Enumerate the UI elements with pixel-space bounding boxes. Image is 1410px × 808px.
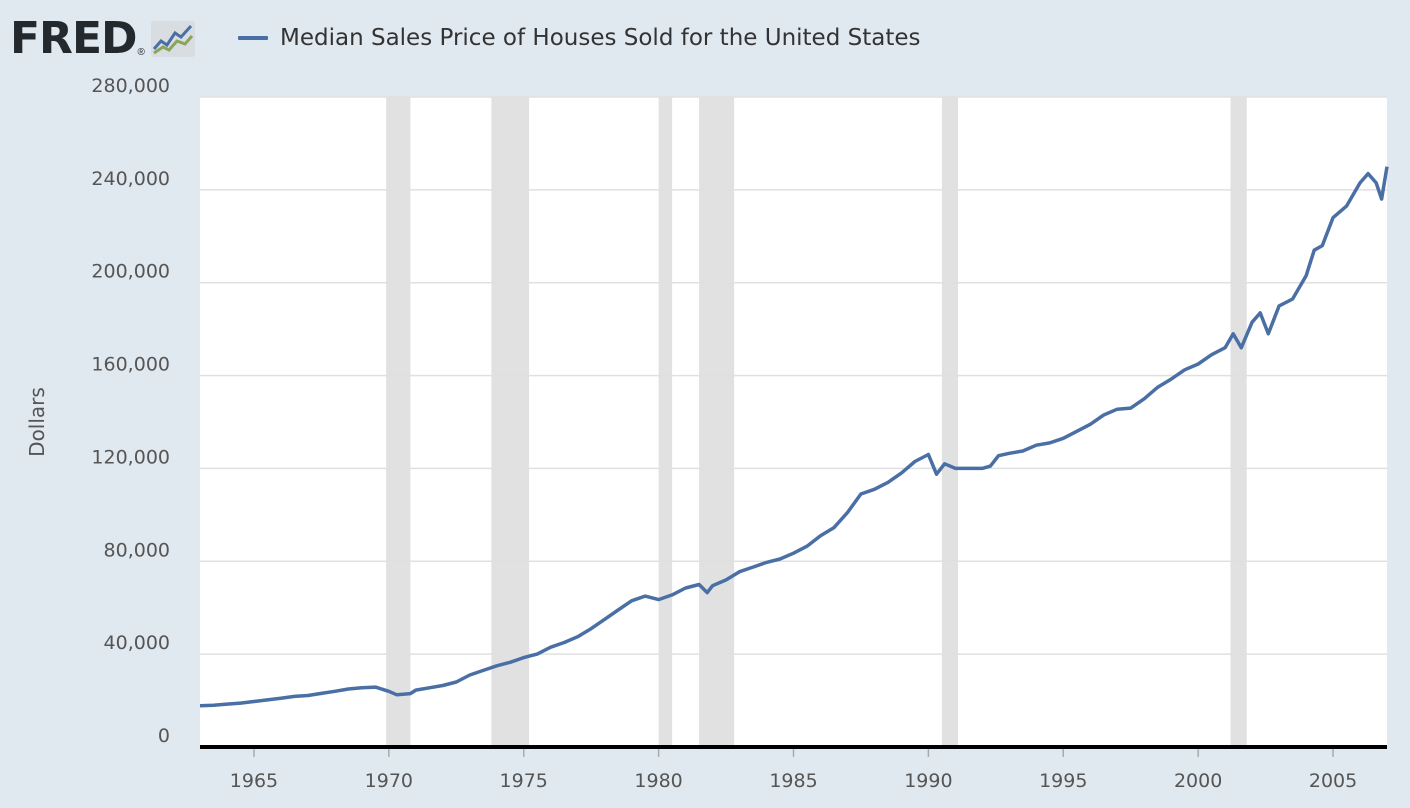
x-tick-label: 1970 [365,770,413,792]
registered-mark: ® [137,47,145,58]
chart-header: FRED ® Median Sales Price of Houses Sold… [0,0,1410,80]
x-tick-label: 2000 [1174,770,1222,792]
legend-label: Median Sales Price of Houses Sold for th… [280,25,921,51]
recession-band [699,97,735,747]
legend-swatch [238,36,268,40]
recession-band [941,97,959,747]
x-tick-label: 1990 [904,770,952,792]
line-chart-icon [150,21,195,57]
y-tick-label: 0 [158,725,170,747]
x-tick-label: 1985 [769,770,817,792]
y-tick-label: 120,000 [91,446,170,468]
y-tick-label: 80,000 [104,539,170,561]
y-axis-title: Dollars [25,387,49,457]
y-tick-label: 40,000 [104,632,170,654]
x-tick-label: 1995 [1039,770,1087,792]
y-tick-label: 240,000 [91,168,170,190]
logo-text: FRED [10,13,138,64]
recession-band [386,97,411,747]
x-tick-label: 1975 [500,770,548,792]
grid-lines [200,96,1387,655]
recession-bands [386,97,1247,747]
plot-area [200,97,1387,747]
y-tick-label: 200,000 [91,261,170,283]
chart-legend[interactable]: Median Sales Price of Houses Sold for th… [238,20,920,56]
series-group [199,166,1389,708]
y-tick-label: 280,000 [91,75,170,97]
y-axis-ticks: 0 40,000 80,000 120,000 160,000 200,000 240,00… [91,75,170,747]
recession-band [1230,97,1247,747]
x-tick-label: 2005 [1309,770,1357,792]
x-tick-label: 1965 [230,770,278,792]
fred-logo[interactable]: FRED ® [10,14,195,64]
x-tick-label: 1980 [634,770,682,792]
recession-band [491,97,530,747]
y-tick-label: 160,000 [91,354,170,376]
recession-band [658,97,673,747]
x-axis-ticks: 1965 1970 1975 1980 1985 1990 1995 2000 2005 [230,747,1357,792]
series-line[interactable] [199,166,1389,708]
